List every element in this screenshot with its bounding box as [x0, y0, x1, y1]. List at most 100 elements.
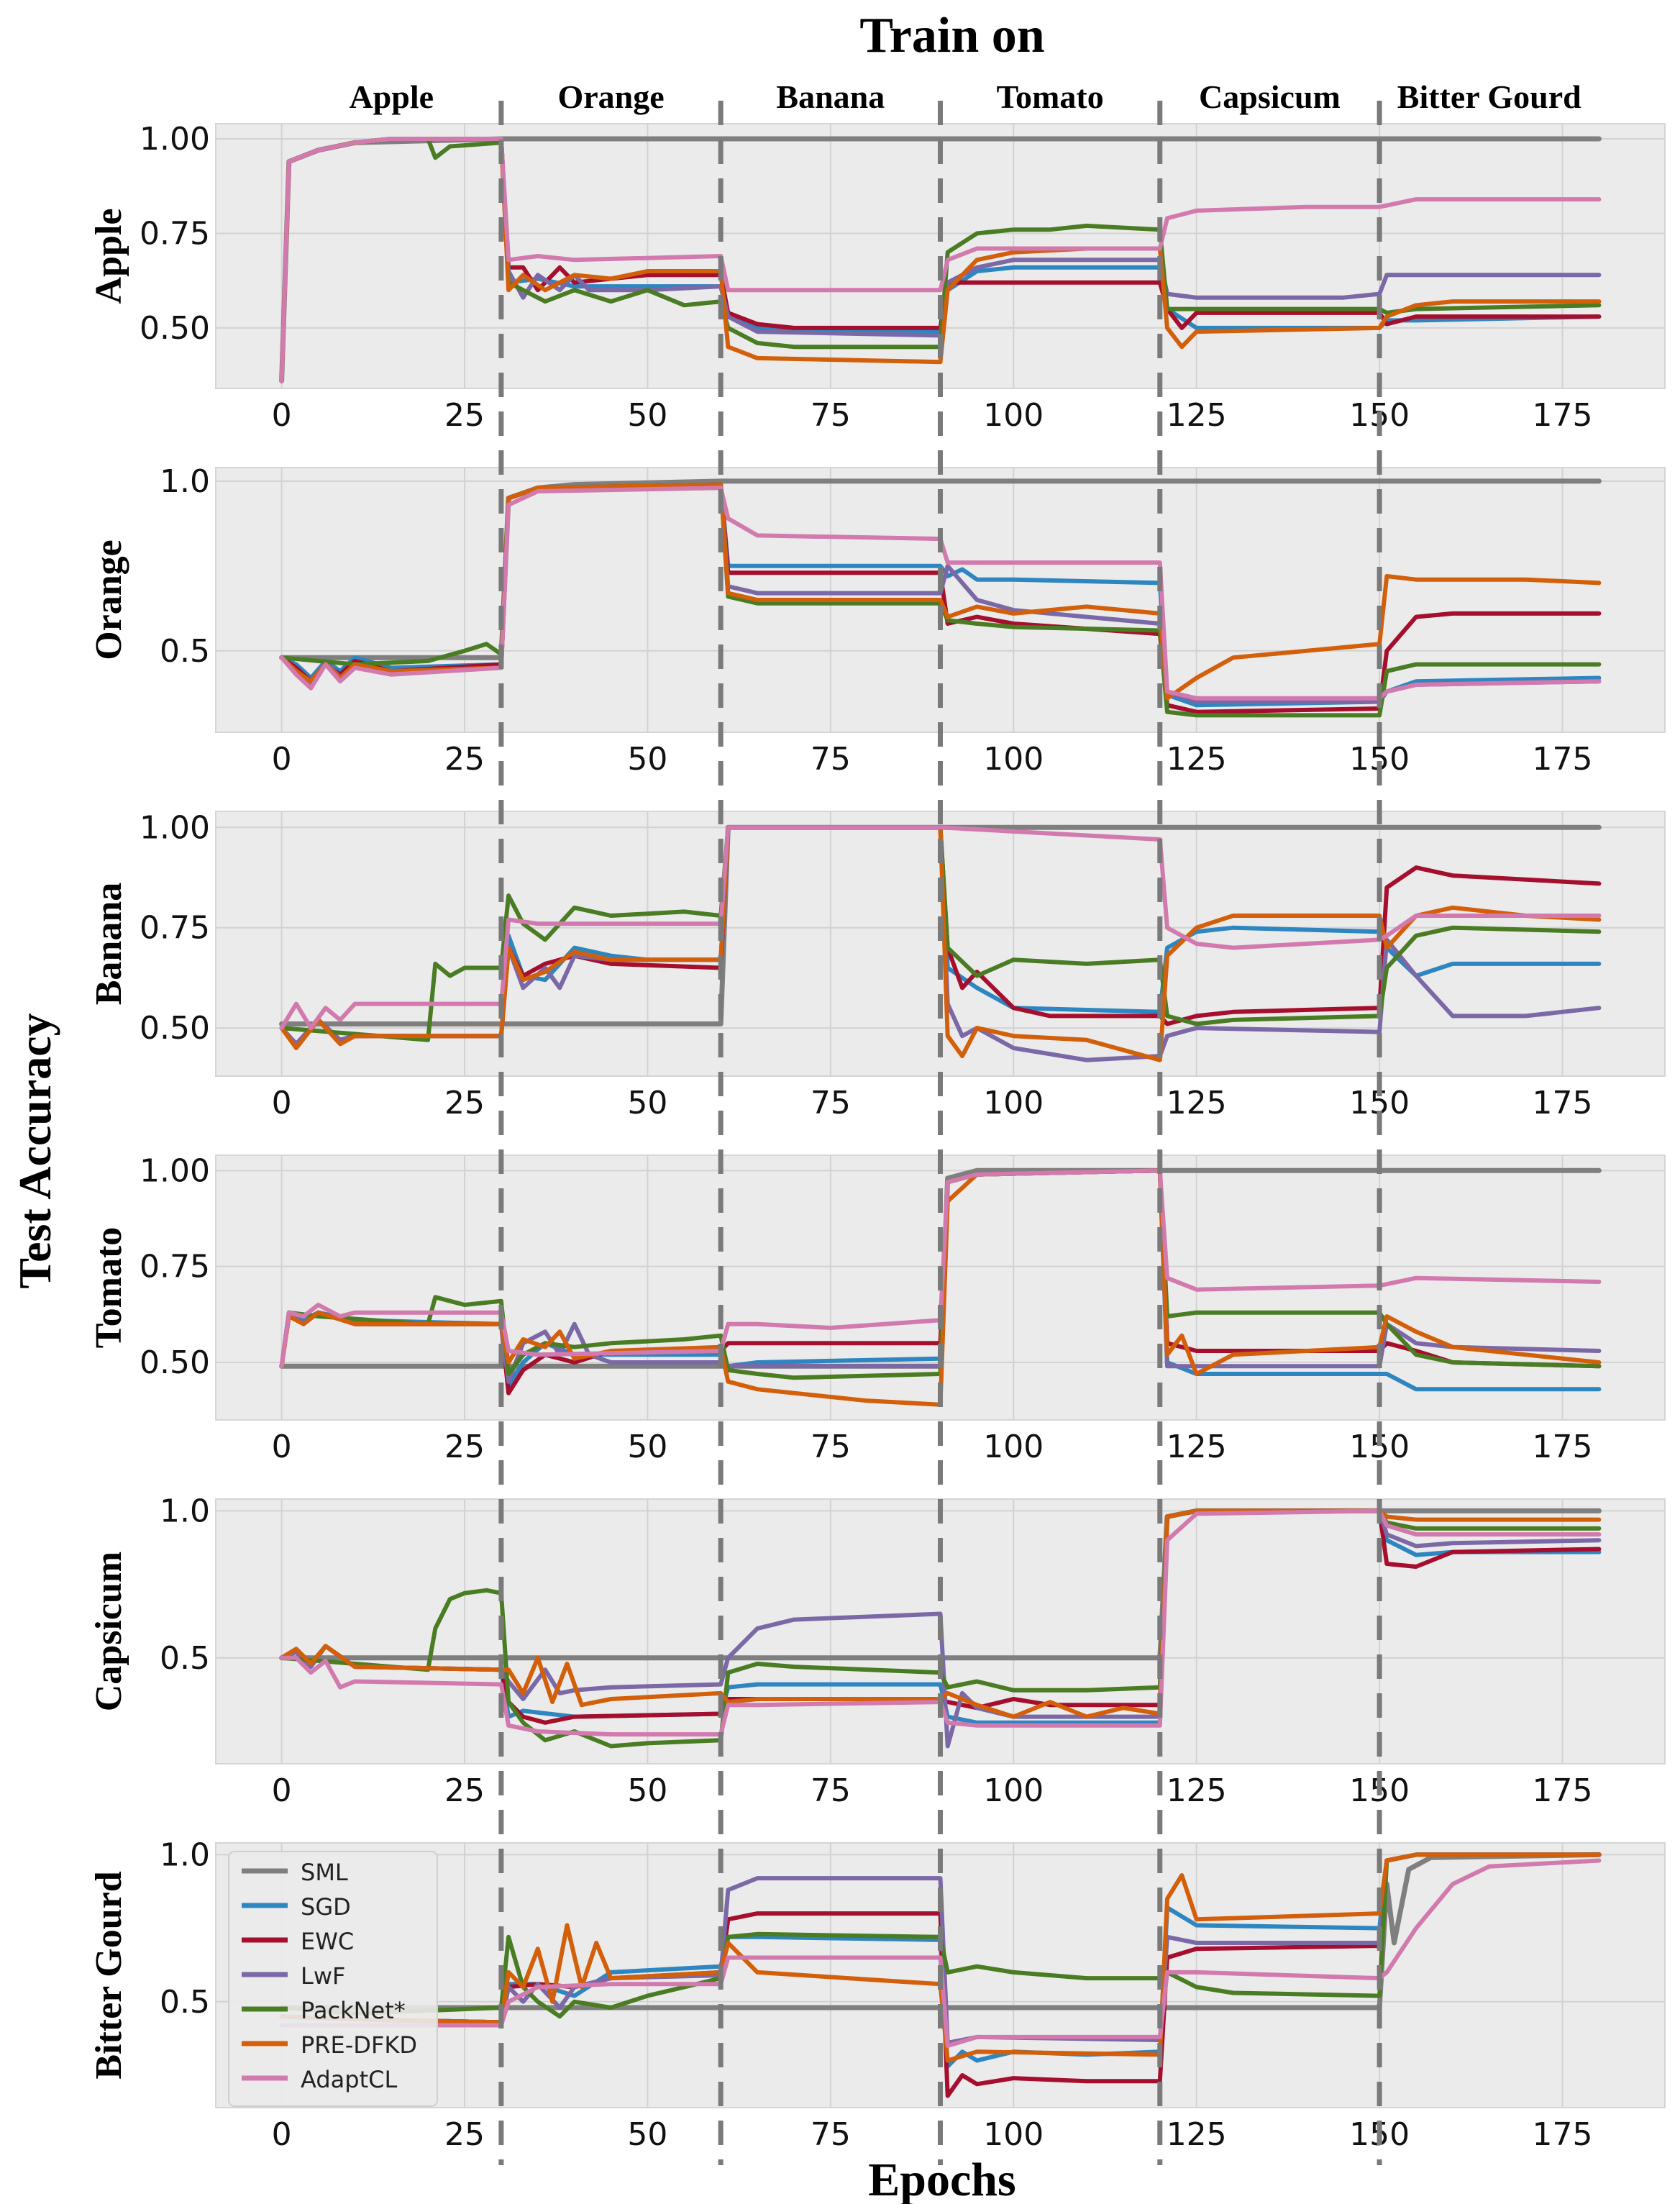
x-tick-label: 125 — [1167, 397, 1227, 434]
y-tick-label: 0.50 — [140, 310, 210, 347]
panels: 02550751001251501750.500.751.00Apple0255… — [88, 121, 1666, 2153]
x-axis-label: Epochs — [868, 2154, 1015, 2204]
y-tick-label: 0.50 — [140, 1344, 210, 1381]
series-group — [279, 136, 1602, 383]
series-line-pre-dfkd — [279, 1508, 1602, 1719]
legend-entry: PRE-DFKD — [301, 2031, 417, 2059]
x-tick-label: 75 — [811, 2116, 851, 2153]
x-tick-label: 25 — [444, 1772, 485, 1809]
x-tick-label: 0 — [272, 741, 292, 778]
x-tick-label: 50 — [627, 2116, 667, 2153]
legend-entry: LwF — [301, 1962, 345, 1990]
series-line-pre-dfkd — [279, 482, 1602, 701]
y-tick-label: 0.75 — [140, 910, 210, 947]
x-tick-label: 175 — [1533, 1772, 1593, 1809]
y-tick-label: 0.75 — [140, 215, 210, 252]
panel-label: Bitter Gourd — [88, 1871, 129, 2079]
panel-label: Banana — [88, 883, 129, 1006]
x-tick-label: 25 — [444, 1429, 485, 1465]
series-line-adaptcl — [279, 1858, 1602, 2049]
panel-label: Apple — [88, 209, 129, 304]
x-tick-label: 50 — [627, 1429, 667, 1465]
x-tick-label: 75 — [811, 1772, 851, 1809]
legend: SML SGD EWC LwF PackNet* PRE-DFKD AdaptCL — [228, 1851, 438, 2107]
figure-title: Train on — [859, 8, 1044, 63]
x-tick-label: 175 — [1533, 2116, 1593, 2153]
series-line-packnet- — [279, 482, 1602, 718]
y-tick-label: 0.5 — [160, 633, 210, 670]
x-tick-label: 0 — [272, 397, 292, 434]
task-label: Banana — [776, 78, 885, 115]
y-tick-label: 0.5 — [160, 1640, 210, 1677]
y-tick-label: 1.00 — [140, 809, 210, 846]
x-tick-label: 75 — [811, 1429, 851, 1465]
y-tick-label: 1.0 — [160, 1493, 210, 1529]
series-group — [279, 478, 1602, 718]
y-tick-label: 1.00 — [140, 121, 210, 158]
x-tick-label: 125 — [1167, 1429, 1227, 1465]
series-line-adaptcl — [279, 1168, 1602, 1369]
series-line-lwf — [279, 1852, 1602, 2045]
x-tick-label: 50 — [627, 1772, 667, 1809]
task-boundaries — [498, 101, 1382, 2165]
x-tick-label: 25 — [444, 397, 485, 434]
x-tick-label: 25 — [444, 1085, 485, 1121]
x-tick-label: 0 — [272, 1429, 292, 1465]
x-tick-label: 100 — [983, 1429, 1044, 1465]
x-tick-label: 175 — [1533, 741, 1593, 778]
series-line-sgd — [279, 482, 1602, 708]
x-tick-label: 100 — [983, 397, 1044, 434]
x-tick-label: 50 — [627, 1085, 667, 1121]
series-line-adaptcl — [279, 137, 1602, 383]
legend-entry: SML — [301, 1859, 348, 1886]
x-tick-label: 125 — [1167, 1772, 1227, 1809]
x-tick-label: 175 — [1533, 1085, 1593, 1121]
x-tick-label: 125 — [1167, 1085, 1227, 1121]
y-tick-label: 1.0 — [160, 463, 210, 500]
panel-label: Orange — [88, 539, 129, 660]
y-tick-label: 1.00 — [140, 1152, 210, 1189]
series-group — [279, 1852, 1602, 2098]
task-labels: Apple Orange Banana Tomato Capsicum Bitter Go… — [349, 78, 1581, 115]
task-label: Capsicum — [1199, 78, 1341, 115]
legend-entry: AdaptCL — [301, 2066, 397, 2093]
series-line-ewc — [279, 1852, 1602, 2098]
x-tick-label: 75 — [811, 397, 851, 434]
series-group — [279, 1508, 1602, 1749]
series-line-adaptcl — [279, 1508, 1602, 1737]
series-line-adaptcl — [279, 825, 1602, 1031]
y-tick-label: 1.0 — [160, 1836, 210, 1873]
series-line-adaptcl — [279, 486, 1602, 701]
x-tick-label: 0 — [272, 1085, 292, 1121]
x-tick-label: 125 — [1167, 2116, 1227, 2153]
y-tick-label: 0.5 — [160, 1984, 210, 2021]
panel-label: Tomato — [88, 1227, 129, 1349]
x-tick-label: 100 — [983, 741, 1044, 778]
x-tick-label: 50 — [627, 397, 667, 434]
x-tick-label: 75 — [811, 741, 851, 778]
legend-entry: PackNet* — [301, 1997, 406, 2024]
x-tick-label: 75 — [811, 1085, 851, 1121]
series-line-pre-dfkd — [279, 1852, 1602, 2063]
task-label: Orange — [557, 78, 664, 115]
task-label: Apple — [349, 78, 434, 115]
x-tick-label: 175 — [1533, 1429, 1593, 1465]
x-tick-label: 25 — [444, 741, 485, 778]
x-tick-label: 175 — [1533, 397, 1593, 434]
y-axis-label: Test Accuracy — [9, 1013, 60, 1288]
series-line-pre-dfkd — [279, 1168, 1602, 1407]
x-tick-label: 50 — [627, 741, 667, 778]
panel-label: Capsicum — [88, 1552, 129, 1711]
series-line-packnet- — [279, 1168, 1602, 1380]
x-tick-label: 0 — [272, 2116, 292, 2153]
y-tick-label: 0.50 — [140, 1010, 210, 1047]
task-label: Bitter Gourd — [1397, 78, 1581, 115]
x-tick-label: 0 — [272, 1772, 292, 1809]
x-tick-label: 100 — [983, 1772, 1044, 1809]
